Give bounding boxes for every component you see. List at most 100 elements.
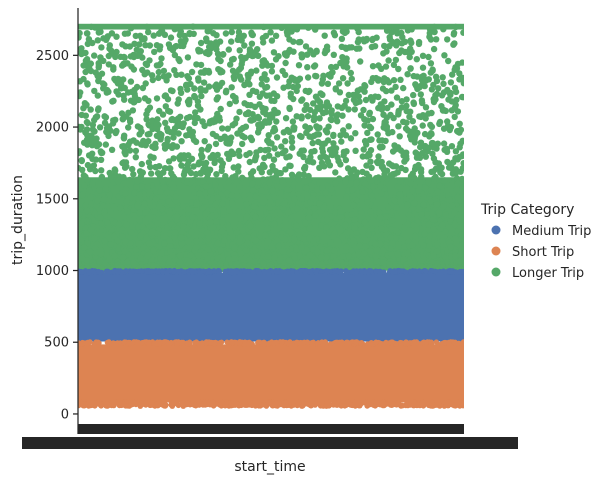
point-longer-trip [244,101,251,109]
point-medium-trip [222,268,228,274]
point-longer-trip [169,252,176,259]
point-longer-trip [302,123,309,130]
point-longer-trip [395,123,402,130]
point-longer-trip [86,187,93,194]
point-longer-trip [434,140,441,147]
point-longer-trip [83,56,91,63]
point-longer-trip [124,30,132,37]
point-longer-trip [282,51,289,58]
point-longer-trip [246,158,253,166]
point-longer-trip [78,111,85,119]
point-longer-trip [330,233,337,240]
point-longer-trip [195,46,202,53]
point-longer-trip [410,247,417,255]
point-longer-trip [198,146,205,154]
point-longer-trip [269,187,276,195]
point-longer-trip [227,61,234,68]
point-longer-trip [184,86,191,93]
point-longer-trip [391,261,398,268]
point-medium-trip [208,269,214,275]
point-longer-trip [146,104,154,111]
point-short-trip [212,341,218,347]
point-short-trip [419,399,426,406]
point-short-trip [139,340,145,346]
x-axis-tick-band [78,424,464,434]
point-longer-trip [148,170,155,177]
point-longer-trip [187,169,195,177]
point-longer-trip [284,209,292,216]
point-longer-trip [332,257,340,264]
y-axis-label: trip_duration [10,175,26,265]
point-longer-trip [322,47,329,54]
point-longer-trip [255,52,262,59]
point-longer-trip [172,193,180,200]
legend-label: Longer Trip [512,266,584,281]
point-longer-trip [293,205,301,212]
point-medium-trip [387,268,393,274]
point-longer-trip [152,140,159,147]
point-longer-trip [261,154,268,162]
point-longer-trip [217,105,224,113]
point-longer-trip [403,149,410,156]
point-longer-trip [395,65,402,73]
point-longer-trip [102,114,110,121]
point-short-trip [328,341,334,347]
point-longer-trip [89,39,96,47]
point-short-trip [184,400,191,407]
point-longer-trip [197,61,205,69]
point-longer-trip [347,169,354,176]
point-longer-trip [369,115,377,123]
point-longer-trip [452,155,459,162]
point-longer-trip [230,164,237,171]
point-longer-trip [247,222,254,230]
point-longer-trip [81,244,88,251]
point-short-trip [453,341,459,347]
point-longer-trip [213,86,221,93]
point-longer-trip [304,63,311,71]
point-longer-trip [364,117,371,124]
point-longer-trip [236,108,243,116]
point-longer-trip [242,247,250,254]
point-short-trip [168,339,174,346]
point-longer-trip [228,28,235,36]
point-medium-trip [423,268,429,274]
point-longer-trip [447,243,454,251]
point-longer-trip [225,46,232,53]
point-short-trip [344,341,350,347]
point-longer-trip [385,204,392,211]
point-longer-trip [167,165,174,172]
point-longer-trip [332,86,339,93]
point-longer-trip [270,49,278,56]
point-longer-trip [365,231,372,238]
point-short-trip [281,402,287,409]
point-longer-trip [214,240,221,247]
point-medium-trip [314,268,320,274]
point-longer-trip [95,74,103,81]
point-longer-trip [377,182,384,190]
point-longer-trip [444,258,451,265]
point-longer-trip [353,179,360,187]
point-longer-trip [235,147,243,155]
point-longer-trip [376,209,383,216]
point-short-trip [93,401,99,407]
point-longer-trip [178,71,185,78]
point-longer-trip [93,143,101,150]
point-longer-trip [238,53,245,61]
point-longer-trip [110,232,118,240]
point-longer-trip [430,45,438,53]
point-longer-trip [156,163,163,170]
point-longer-trip [360,106,367,114]
point-longer-trip [81,100,89,107]
point-longer-trip [155,68,162,76]
point-longer-trip [387,234,394,241]
point-longer-trip [127,78,135,85]
point-longer-trip [217,57,224,65]
point-longer-trip [311,62,319,69]
point-longer-trip [448,107,456,114]
point-longer-trip [343,243,350,251]
point-longer-trip [217,246,224,254]
point-longer-trip [444,158,451,166]
point-short-trip [412,340,418,346]
